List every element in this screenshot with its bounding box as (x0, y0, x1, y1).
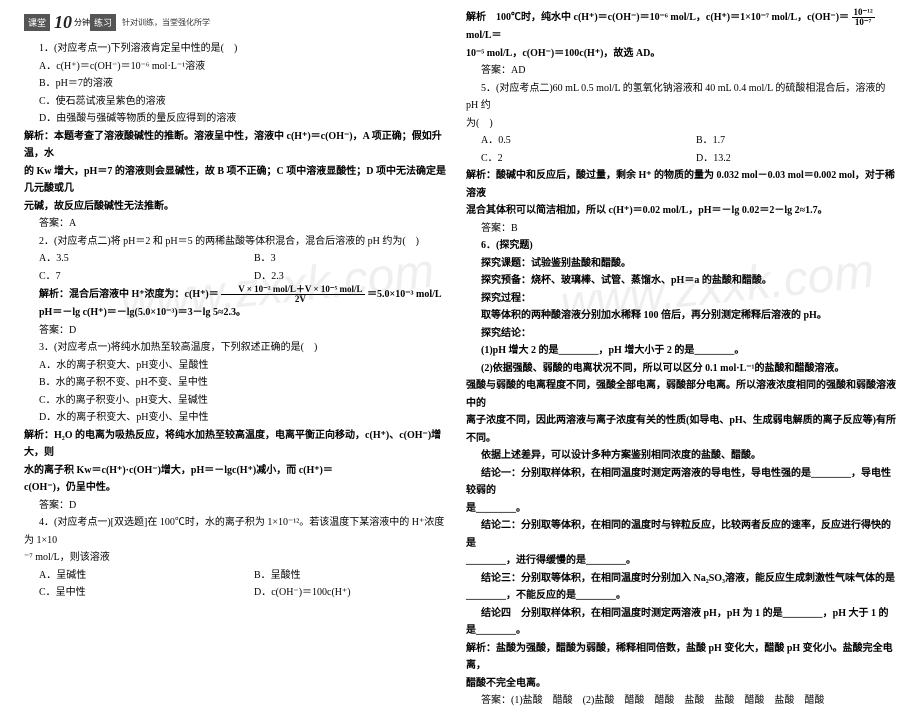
r1: 解析 100℃时，纯水中 c(H⁺)＝c(OH⁻)＝10⁻⁶ mol/L，c(H… (466, 8, 896, 45)
q3-exp2: 水的离子积 Kw＝c(H⁺)·c(OH⁻)增大，pH＝－lgc(H⁺)减小，而 … (24, 462, 454, 480)
q3-ans: 答案：D (24, 497, 454, 515)
r2: 10⁻⁵ mol/L，c(OH⁻)＝100c(H⁺)，故选 AD。 (466, 45, 896, 63)
q4a3: C．呈中性 (24, 584, 239, 602)
q6o: 解析：盐酸为强酸，醋酸为弱酸，稀释相同倍数，盐酸 pH 变化大，醋酸 pH 变化… (466, 640, 896, 675)
q6k: 结论一：分别取样体积，在相同温度时测定两溶液的导电性，导电性强的是_______… (466, 465, 896, 500)
header-box2: 练习 (90, 14, 116, 31)
q5a3: C．2 (466, 150, 681, 168)
q2-opts-2: C．7 D．2.3 (24, 268, 454, 286)
q5-opts-1: A．0.5 B．1.7 (466, 132, 896, 150)
q3c: C．水的离子积变小、pH变大、呈碱性 (24, 392, 454, 410)
q3: 3．(对应考点一)将纯水加热至较高温度，下列叙述正确的是( ) (24, 339, 454, 357)
q4: 4．(对应考点一)[双选题]在 100℃时，水的离子积为 1×10⁻¹²。若该温… (24, 514, 454, 549)
q5-exp: 解析：酸碱中和反应后，酸过量，剩余 H⁺ 的物质的量为 0.032 mol－0.… (466, 167, 896, 202)
q2a: A．3.5 (24, 250, 239, 268)
q1-exp: 解析：本题考查了溶液酸碱性的推断。溶液呈中性，溶液中 c(H⁺)＝c(OH⁻)，… (24, 128, 454, 163)
q4a1: A．呈碱性 (24, 567, 239, 585)
q6n: 结论四 分别取样体积，在相同温度时测定两溶液 pH，pH 为 1 的是_____… (466, 605, 896, 640)
q6h: 强酸与弱酸的电离程度不同，强酸全部电离，弱酸部分电离。所以溶液浓度相同的强酸和弱… (466, 377, 896, 412)
q6p: 醋酸不完全电离。 (466, 675, 896, 693)
q2-frac: V × 10⁻² mol/L＋V × 10⁻⁵ mol/L 2V (221, 285, 364, 304)
q2-exp-tail: ＝5.0×10⁻³ mol/L (367, 289, 442, 300)
left-column: 课堂 10 分钟 练习 针对训练，当堂强化所学 1．(对应考点一)下列溶液肯定呈… (18, 8, 460, 710)
header-small: 分钟 (74, 17, 90, 28)
q5: 5．(对应考点二)60 mL 0.5 mol/L 的氢氧化钠溶液和 40 mL … (466, 80, 896, 115)
q6e: 探究结论： (466, 325, 896, 343)
q1d: D．由强酸与强碱等物质的量反应得到的溶液 (24, 110, 454, 128)
q4-opts-1: A．呈碱性 B．呈酸性 (24, 567, 454, 585)
q2d: D．2.3 (239, 268, 454, 286)
q1a: A．c(H⁺)＝c(OH⁻)＝10⁻⁶ mol·L⁻¹溶液 (24, 58, 454, 76)
r2-ans: 答案：AD (466, 62, 896, 80)
q6j: 依据上述差异，可以设计多种方案鉴别相同浓度的盐酸、醋酸。 (466, 447, 896, 465)
q4-opts-2: C．呈中性 D．c(OH⁻)＝100c(H⁺) (24, 584, 454, 602)
header-num: 10 (54, 12, 72, 33)
q1c: C．使石蕊试液呈紫色的溶液 (24, 93, 454, 111)
q6c: 探究过程： (466, 290, 896, 308)
q5a1: A．0.5 (466, 132, 681, 150)
header-box: 课堂 (24, 14, 50, 31)
q2: 2．(对应考点二)将 pH＝2 和 pH＝5 的两稀盐酸等体积混合，混合后溶液的… (24, 233, 454, 251)
q5b: 为( ) (466, 115, 896, 133)
q6m: 结论三：分别取等体积，在相同温度时分别加入 Na₂SO₃溶液，能反应生成刺激性气… (466, 570, 896, 588)
q4a2: B．呈酸性 (239, 567, 454, 585)
q5-ans: 答案：B (466, 220, 896, 238)
q6: 6．(探究题) (466, 237, 896, 255)
page: 课堂 10 分钟 练习 针对训练，当堂强化所学 1．(对应考点一)下列溶液肯定呈… (0, 0, 920, 718)
q5a4: D．13.2 (681, 150, 896, 168)
q1-exp2: 的 Kw 增大，pH＝7 的溶液则会显碱性，故 B 项不正确；C 项中溶液显酸性… (24, 163, 454, 198)
q1: 1．(对应考点一)下列溶液肯定呈中性的是( ) (24, 40, 454, 58)
right-column: 解析 100℃时，纯水中 c(H⁺)＝c(OH⁻)＝10⁻⁶ mol/L，c(H… (460, 8, 902, 710)
q6a: 探究课题：试验鉴别盐酸和醋酸。 (466, 255, 896, 273)
r1-frac: 10⁻¹² 10⁻⁷ (852, 8, 875, 27)
r1-tail: mol/L＝ (466, 30, 502, 41)
q3-exp3: c(OH⁻)，仍呈中性。 (24, 479, 454, 497)
q1b: B．pH＝7的溶液 (24, 75, 454, 93)
header-tag: 针对训练，当堂强化所学 (122, 17, 210, 28)
q6m2: ________，不能反应的是________。 (466, 587, 896, 605)
q6b: 探究预备：烧杯、玻璃棒、试管、蒸馏水、pH＝a 的盐酸和醋酸。 (466, 272, 896, 290)
q6l: 结论二：分别取等体积，在相同的温度时与锌粒反应，比较两者反应的速率，反应进行得快… (466, 517, 896, 552)
q2-frac-d: 2V (221, 295, 364, 304)
r1-text: 解析 100℃时，纯水中 c(H⁺)＝c(OH⁻)＝10⁻⁶ mol/L，c(H… (466, 12, 849, 23)
q1-ans: 答案：A (24, 215, 454, 233)
q6-ans: 答案：(1)盐酸 醋酸 (2)盐酸 醋酸 醋酸 盐酸 盐酸 醋酸 盐酸 醋酸 (466, 692, 896, 710)
q1-exp3: 元碱，故反应后酸碱性无法推断。 (24, 198, 454, 216)
q5-opts-2: C．2 D．13.2 (466, 150, 896, 168)
q2-exp-head: 解析：混合后溶液中 H⁺浓度为：c(H⁺)＝ (39, 289, 219, 300)
q2-frac-n: V × 10⁻² mol/L＋V × 10⁻⁵ mol/L (221, 285, 364, 295)
q5-exp2: 混合其体积可以简洁相加，所以 c(H⁺)＝0.02 mol/L，pH＝－lg 0… (466, 202, 896, 220)
q3b: B．水的离子积不变、pH不变、呈中性 (24, 374, 454, 392)
q6k2: 是________。 (466, 500, 896, 518)
q6f: (1)pH 增大 2 的是________，pH 增大小于 2 的是______… (466, 342, 896, 360)
q4b: ⁻⁷ mol/L，则该溶液 (24, 549, 454, 567)
q3d: D．水的离子积变大、pH变小、呈中性 (24, 409, 454, 427)
q3-exp: 解析：H₂O 的电离为吸热反应，将纯水加热至较高温度，电离平衡正向移动，c(H⁺… (24, 427, 454, 462)
q4a4: D．c(OH⁻)＝100c(H⁺) (239, 584, 454, 602)
r1-frac-d: 10⁻⁷ (852, 18, 875, 27)
q2-exp: 解析：混合后溶液中 H⁺浓度为：c(H⁺)＝ V × 10⁻² mol/L＋V … (24, 285, 454, 304)
q3a: A．水的离子积变大、pH变小、呈酸性 (24, 357, 454, 375)
q2c: C．7 (24, 268, 239, 286)
q2-ans: 答案：D (24, 322, 454, 340)
header-badge: 课堂 10 分钟 练习 针对训练，当堂强化所学 (24, 8, 214, 36)
q2-opts-1: A．3.5 B．3 (24, 250, 454, 268)
q6d: 取等体积的两种酸溶液分别加水稀释 100 倍后，再分别测定稀释后溶液的 pH。 (466, 307, 896, 325)
q6l2: ________，进行得缓慢的是________。 (466, 552, 896, 570)
q5a2: B．1.7 (681, 132, 896, 150)
q6i: 离子浓度不同，因此两溶液与离子浓度有关的性质(如导电、pH、生成弱电解质的离子反… (466, 412, 896, 447)
q6g: (2)依据强酸、弱酸的电离状况不同，所以可以区分 0.1 mol·L⁻¹的盐酸和… (466, 360, 896, 378)
q2-exp2: pH＝－lg c(H⁺)＝－lg(5.0×10⁻³)＝3－lg 5≈2.3。 (24, 304, 454, 322)
q2b: B．3 (239, 250, 454, 268)
